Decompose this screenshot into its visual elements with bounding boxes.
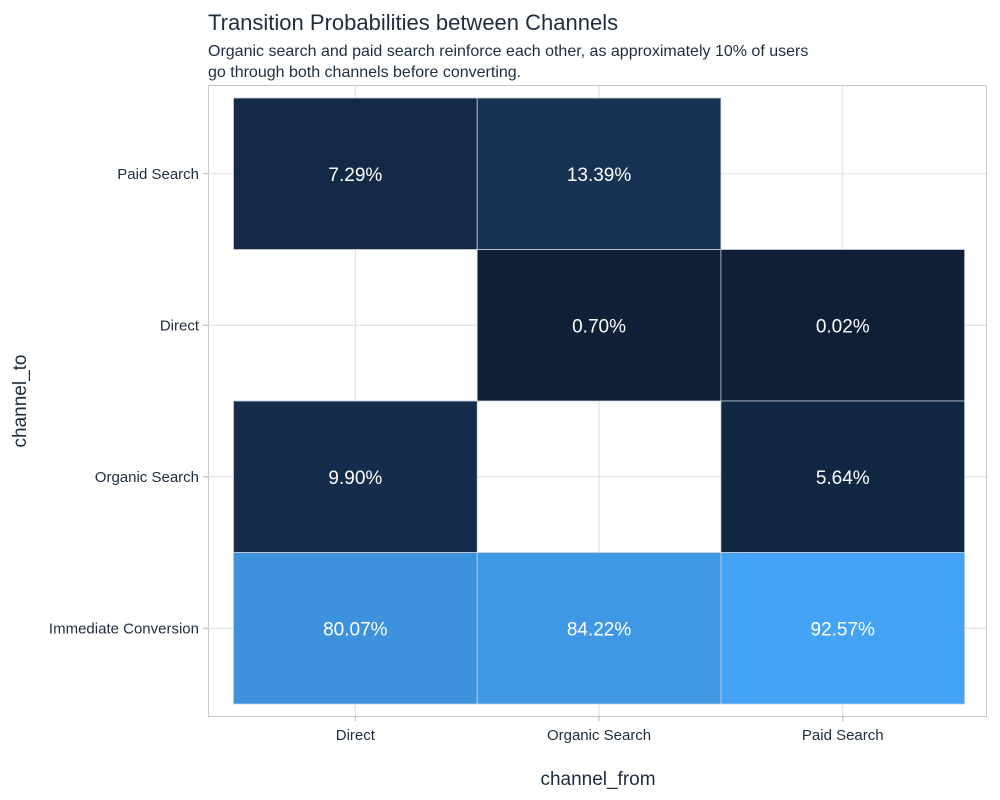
cell-label-paid-search-to-immediate-conversion: 92.57% bbox=[811, 619, 876, 640]
x-tick-label-paid-search: Paid Search bbox=[802, 727, 884, 744]
x-axis-title: channel_from bbox=[540, 769, 655, 790]
cell-label-organic-search-to-immediate-conversion: 84.22% bbox=[567, 619, 632, 640]
cell-label-paid-search-to-direct: 0.02% bbox=[816, 316, 870, 337]
y-tick-label-paid-search: Paid Search bbox=[117, 166, 199, 183]
plot-panel-border bbox=[208, 85, 987, 717]
chart-title: Transition Probabilities between Channel… bbox=[208, 10, 618, 35]
heatmap-cell-paid-search-to-immediate-conversion bbox=[720, 552, 966, 705]
x-tick-label-direct: Direct bbox=[336, 727, 376, 744]
heatmap-cell-paid-search-to-direct bbox=[720, 249, 966, 402]
y-tick-label-direct: Direct bbox=[160, 317, 200, 334]
y-tick-label-immediate-conversion: Immediate Conversion bbox=[49, 620, 199, 637]
cell-label-direct-to-organic-search: 9.90% bbox=[328, 468, 382, 489]
heatmap-cell-paid-search-to-organic-search bbox=[720, 400, 966, 553]
y-axis-title: channel_to bbox=[10, 355, 31, 448]
heatmap-cell-organic-search-to-paid-search bbox=[476, 97, 722, 250]
heatmap-cells: 7.29% 13.39% 0.70% 0.02% 9.90% 5.64% 80.07% 84.… bbox=[233, 97, 966, 705]
x-tick-label-organic-search: Organic Search bbox=[547, 727, 651, 744]
x-axis-ticks: Direct Organic Search Paid Search bbox=[336, 716, 884, 744]
cell-label-organic-search-to-paid-search: 13.39% bbox=[567, 165, 632, 186]
y-tick-label-organic-search: Organic Search bbox=[95, 469, 199, 486]
heatmap-cell-organic-search-to-direct bbox=[476, 249, 722, 402]
chart-subtitle-line-2: go through both channels before converti… bbox=[208, 64, 521, 81]
y-axis-ticks: Immediate Conversion Organic Search Direct… bbox=[49, 166, 208, 637]
heatmap-cell-organic-search-to-immediate-conversion bbox=[476, 552, 722, 705]
heatmap-cell-direct-to-paid-search bbox=[233, 97, 478, 250]
heatmap-cell-direct-to-organic-search bbox=[233, 400, 478, 553]
cell-label-paid-search-to-organic-search: 5.64% bbox=[816, 468, 870, 489]
cell-label-organic-search-to-direct: 0.70% bbox=[572, 316, 626, 337]
cell-label-direct-to-immediate-conversion: 80.07% bbox=[323, 619, 388, 640]
cell-label-direct-to-paid-search: 7.29% bbox=[328, 165, 382, 186]
chart-subtitle-line-1: Organic search and paid search reinforce… bbox=[208, 43, 808, 60]
